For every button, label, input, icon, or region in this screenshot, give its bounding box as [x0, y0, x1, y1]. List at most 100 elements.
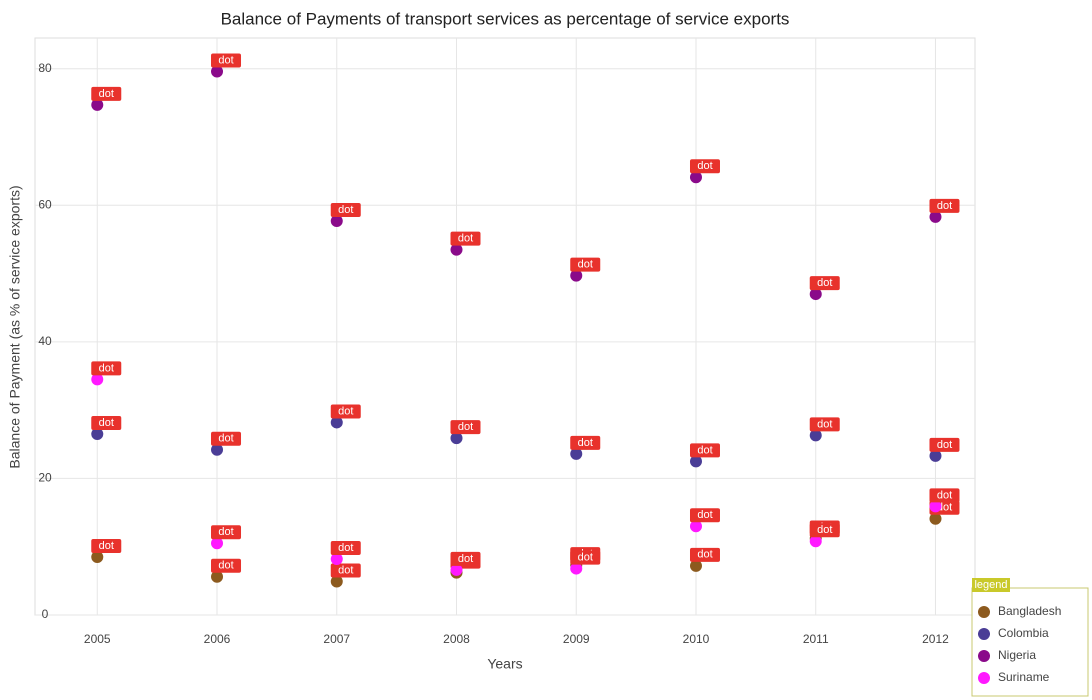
point-tag-box — [929, 198, 960, 213]
point-tag-box — [809, 417, 840, 432]
y-tick-label: 80 — [38, 61, 52, 75]
point-tag: dot — [218, 54, 233, 66]
y-tick-label: 60 — [38, 197, 52, 211]
point — [929, 512, 942, 525]
point — [91, 373, 104, 386]
point — [929, 449, 942, 462]
x-tick-label: 2008 — [443, 632, 470, 646]
point-tag-box — [211, 525, 242, 540]
point-tag-box — [689, 508, 720, 523]
point-tag: dot — [458, 553, 473, 565]
point-tag: dot — [99, 540, 114, 552]
point — [570, 447, 583, 460]
point-tag: dot — [817, 524, 832, 536]
point-tag-box — [570, 257, 601, 272]
point — [809, 535, 822, 548]
point — [689, 559, 702, 572]
point-tag-box — [330, 404, 361, 419]
point-tag: dot — [99, 362, 114, 374]
point — [330, 215, 343, 228]
y-axis-title: Balance of Payment (as % of service expo… — [7, 185, 23, 468]
x-tick-label: 2010 — [683, 632, 710, 646]
point-tag: dot — [937, 502, 952, 514]
point-tag-box — [929, 437, 960, 452]
point-tag-box — [91, 361, 122, 376]
point — [570, 269, 583, 282]
point-tag: dot — [937, 489, 952, 501]
y-tick-label: 20 — [38, 471, 52, 485]
plot-area — [34, 37, 976, 616]
point-tag-box — [689, 547, 720, 562]
point-tag-box — [91, 416, 122, 431]
point — [450, 563, 463, 576]
x-tick-label: 2009 — [563, 632, 590, 646]
legend-label: Bangladesh — [998, 604, 1061, 618]
x-axis-title: Years — [487, 656, 522, 672]
legend-marker — [978, 672, 990, 684]
point-tag: dot — [578, 437, 593, 449]
legend-label: Nigeria — [998, 648, 1036, 662]
point-tag: dot — [458, 233, 473, 245]
point — [809, 429, 822, 442]
x-tick-label: 2005 — [84, 632, 111, 646]
x-tick-label: 2006 — [204, 632, 231, 646]
point-tag-box — [91, 86, 122, 101]
point — [809, 288, 822, 301]
y-tick-label: 0 — [42, 607, 49, 621]
legend-label: Colombia — [998, 626, 1049, 640]
point-tag: dot — [338, 542, 353, 554]
point-tag: dot — [218, 526, 233, 538]
point — [929, 500, 942, 513]
point-tag: dot — [218, 560, 233, 572]
x-tick-label: 2011 — [803, 632, 829, 646]
point — [689, 171, 702, 184]
point-tag: dot — [697, 509, 712, 521]
point — [929, 210, 942, 223]
point — [689, 520, 702, 533]
point — [330, 553, 343, 566]
point-tag: dot — [697, 444, 712, 456]
point-tag-box — [570, 550, 601, 565]
legend-marker — [978, 650, 990, 662]
point-tag: dot — [99, 88, 114, 100]
legend-box — [971, 587, 1089, 697]
point — [211, 443, 224, 456]
point — [450, 243, 463, 256]
point-tag-box — [211, 431, 242, 446]
point-tag-box — [570, 435, 601, 450]
point-tag-box — [330, 541, 361, 556]
legend-marker — [978, 628, 990, 640]
point — [211, 65, 224, 78]
point — [450, 432, 463, 445]
point-tag: dot — [697, 549, 712, 561]
point-tag: dot — [218, 433, 233, 445]
x-tick-label: 2007 — [323, 632, 350, 646]
point-tag-box — [450, 231, 481, 246]
x-tick-label: 2012 — [922, 632, 949, 646]
point-tag: dot — [697, 160, 712, 172]
point-tag: dot — [338, 405, 353, 417]
legend-tag: legend — [974, 579, 1007, 591]
point — [330, 575, 343, 588]
point-tag-box — [211, 53, 242, 68]
point — [91, 98, 104, 111]
legend-tag-box — [972, 578, 1010, 592]
point — [689, 455, 702, 468]
point-tag-box — [689, 443, 720, 458]
point-tag-box — [211, 558, 242, 573]
point-tag: dot — [458, 421, 473, 433]
point — [330, 416, 343, 429]
point — [91, 550, 104, 563]
point — [211, 537, 224, 550]
point-tag-box — [450, 420, 481, 435]
point-tag-box — [91, 538, 122, 553]
point — [91, 428, 104, 441]
y-tick-label: 40 — [38, 334, 52, 348]
point-tag: dot — [578, 259, 593, 271]
legend-marker — [978, 606, 990, 618]
point — [211, 570, 224, 583]
point-tag: dot — [937, 200, 952, 212]
point-tag: dot — [99, 417, 114, 429]
point-tag: dot — [578, 551, 593, 563]
point-tag: dot — [338, 564, 353, 576]
